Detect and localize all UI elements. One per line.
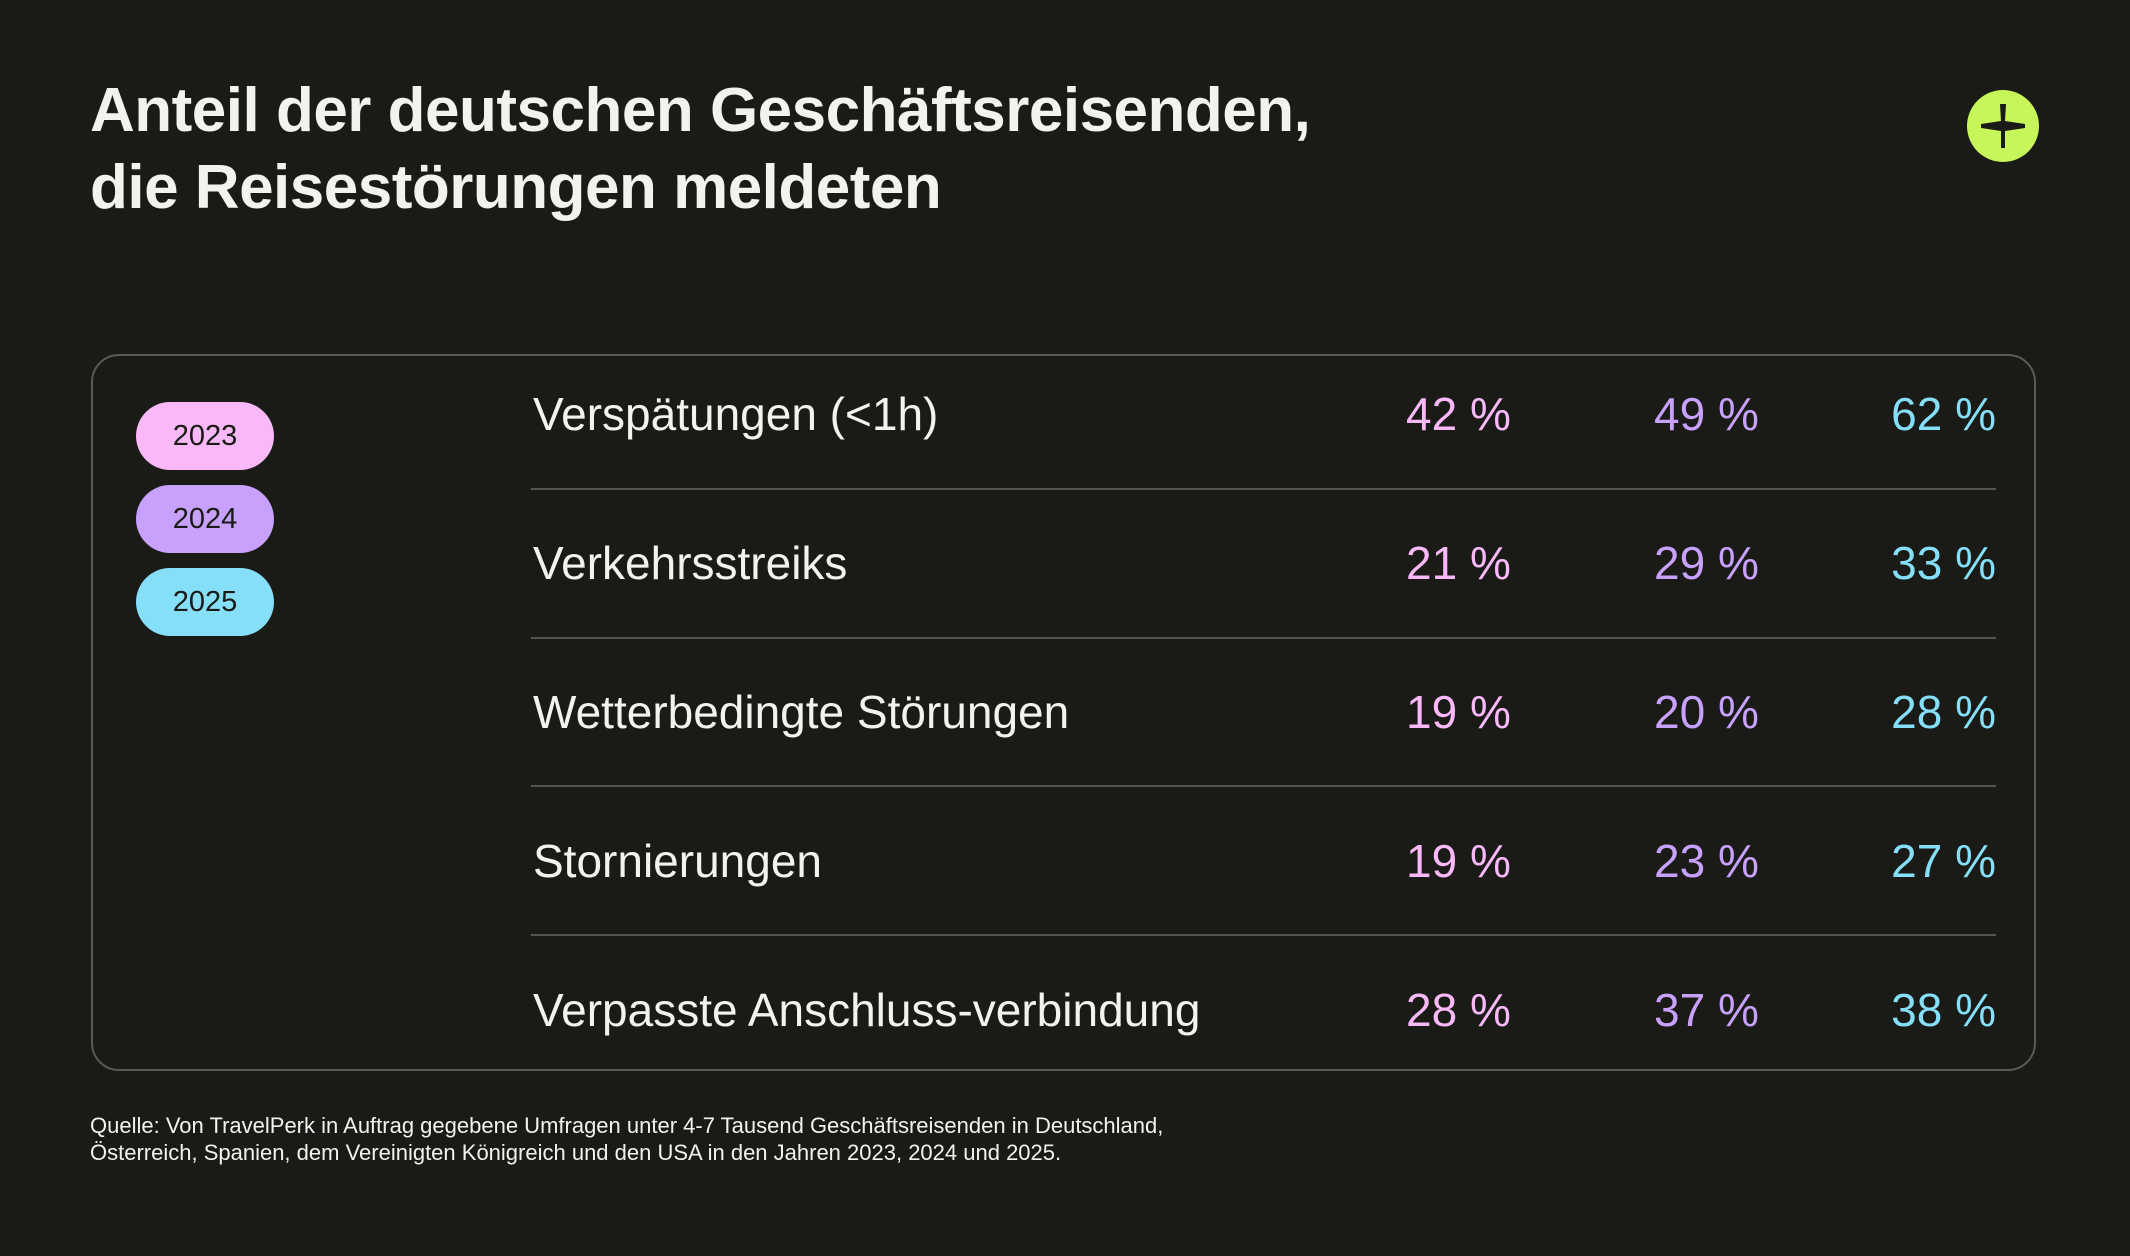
- value-2025: 33 %: [1891, 537, 1996, 589]
- value-2023: 19 %: [1406, 686, 1511, 738]
- value-2025: 38 %: [1891, 984, 1996, 1036]
- table-row: Stornierungen 19 % 23 % 27 %: [533, 787, 1996, 935]
- row-label: Verkehrsstreiks: [533, 537, 848, 589]
- value-2023: 42 %: [1406, 388, 1511, 440]
- row-divider: [531, 637, 1996, 639]
- row-label: Stornierungen: [533, 835, 822, 887]
- value-2024: 20 %: [1654, 686, 1759, 738]
- row-label: Verspätungen (<1h): [533, 388, 939, 440]
- title-line-1: Anteil der deutschen Geschäftsreisenden,: [90, 76, 1311, 145]
- table-row: Verkehrsstreiks 21 % 29 % 33 %: [533, 489, 1996, 637]
- source-line-2: Österreich, Spanien, dem Vereinigten Kön…: [90, 1140, 1062, 1165]
- row-label: Verpasste Anschluss-verbindung: [533, 984, 1201, 1036]
- expand-plus-button[interactable]: [1967, 90, 2039, 162]
- table-row: Verpasste Anschluss-verbindung 28 % 37 % 38…: [533, 936, 1996, 1084]
- source-note: Quelle: Von TravelPerk in Auftrag gegebe…: [90, 1112, 1163, 1166]
- value-2024: 23 %: [1654, 835, 1759, 887]
- value-2024: 49 %: [1654, 388, 1759, 440]
- legend-pill-2025: 2025: [136, 568, 274, 636]
- value-2025: 62 %: [1891, 388, 1996, 440]
- row-divider: [531, 785, 1996, 787]
- data-card: [91, 354, 2036, 1071]
- source-line-1: Quelle: Von TravelPerk in Auftrag gegebe…: [90, 1113, 1164, 1138]
- legend-pill-2023: 2023: [136, 402, 274, 470]
- value-2025: 28 %: [1891, 686, 1996, 738]
- page-title: Anteil der deutschen Geschäftsreisenden,…: [90, 72, 1311, 226]
- value-2024: 37 %: [1654, 984, 1759, 1036]
- table-row: Verspätungen (<1h) 42 % 49 % 62 %: [533, 340, 1996, 488]
- row-label: Wetterbedingte Störungen: [533, 686, 1070, 738]
- row-divider: [531, 934, 1996, 936]
- value-2023: 28 %: [1406, 984, 1511, 1036]
- title-line-2: die Reisestörungen meldeten: [90, 153, 942, 222]
- plus-icon: [1981, 104, 2025, 148]
- value-2024: 29 %: [1654, 537, 1759, 589]
- value-2023: 19 %: [1406, 835, 1511, 887]
- value-2023: 21 %: [1406, 537, 1511, 589]
- legend-pill-2024: 2024: [136, 485, 274, 553]
- value-2025: 27 %: [1891, 835, 1996, 887]
- table-row: Wetterbedingte Störungen 19 % 20 % 28 %: [533, 638, 1996, 786]
- row-divider: [531, 488, 1996, 490]
